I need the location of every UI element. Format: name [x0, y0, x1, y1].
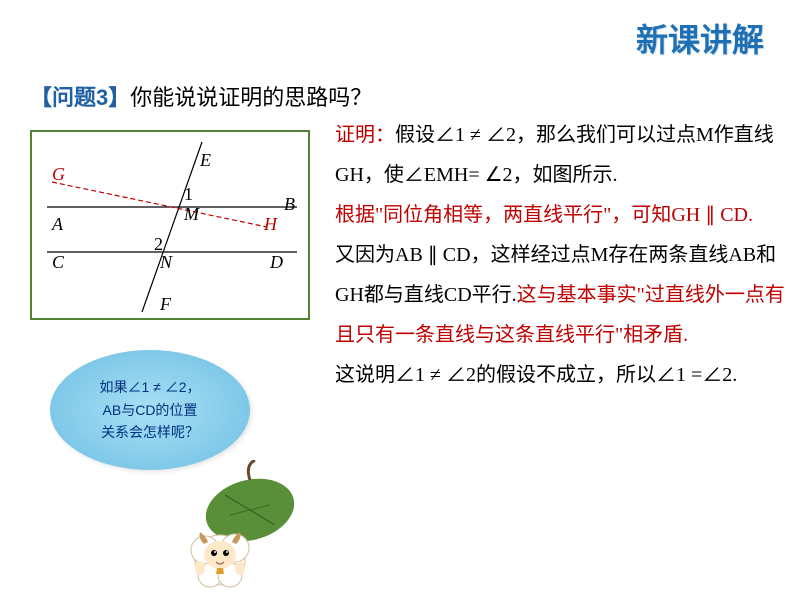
proof-text: 证明：假设∠1 ≠ ∠2，那么我们可以过点M作直线GH，使∠EMH= ∠2，如图…	[335, 115, 785, 395]
proof-seg2: 假设∠1 ≠ ∠2，那么我们可以过点M作直线GH，使∠EMH= ∠2，如图所示.	[335, 124, 774, 186]
bubble-text: 如果∠1 ≠ ∠2， AB与CD的位置 关系会怎样呢？	[89, 366, 210, 453]
sheep-character	[170, 460, 310, 600]
label-h: H	[264, 214, 277, 235]
label-a: A	[52, 214, 63, 235]
line-ef	[142, 142, 202, 312]
label-c: C	[52, 252, 64, 273]
speech-bubble-area: 如果∠1 ≠ ∠2， AB与CD的位置 关系会怎样呢？	[30, 340, 330, 580]
bubble-line2: AB与CD的位置	[103, 402, 198, 418]
question-text: 你能说说证明的思路吗？	[130, 85, 372, 110]
label-angle-2: 2	[154, 234, 163, 255]
label-m: M	[184, 204, 199, 225]
line-gh	[52, 182, 267, 227]
proof-seg1: 证明：	[335, 124, 395, 146]
question-bracket: 【问题3】	[30, 85, 130, 110]
label-g: G	[52, 164, 65, 185]
speech-bubble: 如果∠1 ≠ ∠2， AB与CD的位置 关系会怎样呢？	[50, 350, 250, 470]
label-e: E	[200, 150, 211, 171]
label-angle-1: 1	[184, 184, 193, 205]
geometry-diagram: G E A B M H C D N F 1 2	[30, 130, 310, 320]
label-b: B	[284, 194, 295, 215]
bubble-line1: 如果∠1 ≠ ∠2，	[99, 379, 200, 395]
label-f: F	[160, 294, 171, 315]
question-line: 【问题3】你能说说证明的思路吗？	[30, 80, 372, 112]
slide-header: 新课讲解	[636, 15, 764, 61]
bubble-line3: 关系会怎样呢？	[101, 424, 199, 440]
label-d: D	[270, 252, 283, 273]
proof-seg6: 这说明∠1 ≠ ∠2的假设不成立，所以∠1 =∠2.	[335, 364, 737, 386]
label-n: N	[160, 252, 172, 273]
proof-seg3: 根据"同位角相等，两直线平行"，可知GH ∥ CD.	[335, 204, 753, 226]
